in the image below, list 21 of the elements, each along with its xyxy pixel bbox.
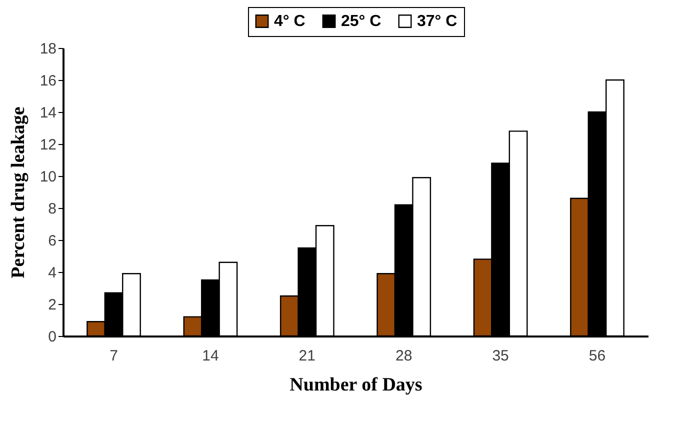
x-axis-title: Number of Days <box>290 374 422 396</box>
y-tick-label: 10 <box>40 168 56 186</box>
x-tick-label: 21 <box>298 348 316 364</box>
x-tick-label: 7 <box>110 348 118 364</box>
y-tick-label: 8 <box>48 200 56 218</box>
y-tick-label: 16 <box>40 72 56 90</box>
x-tick-label: 28 <box>396 348 412 364</box>
y-tick-label: 18 <box>40 40 56 58</box>
y-tick-label: 0 <box>48 328 56 346</box>
y-axis-title: Percent drug leakage <box>8 106 29 278</box>
x-tick-label: 14 <box>202 348 219 364</box>
y-tick-label: 2 <box>48 296 56 314</box>
legend-label: 37° C <box>417 13 458 30</box>
y-tick-label: 4 <box>48 264 56 282</box>
y-tick-label: 12 <box>40 136 56 154</box>
legend-label: 4° C <box>274 13 306 30</box>
x-tick-label: 35 <box>492 348 509 364</box>
legend-label: 25° C <box>341 13 382 30</box>
y-tick-label: 14 <box>40 104 56 122</box>
x-tick-label: 56 <box>588 348 606 364</box>
y-tick-label: 6 <box>48 232 56 250</box>
